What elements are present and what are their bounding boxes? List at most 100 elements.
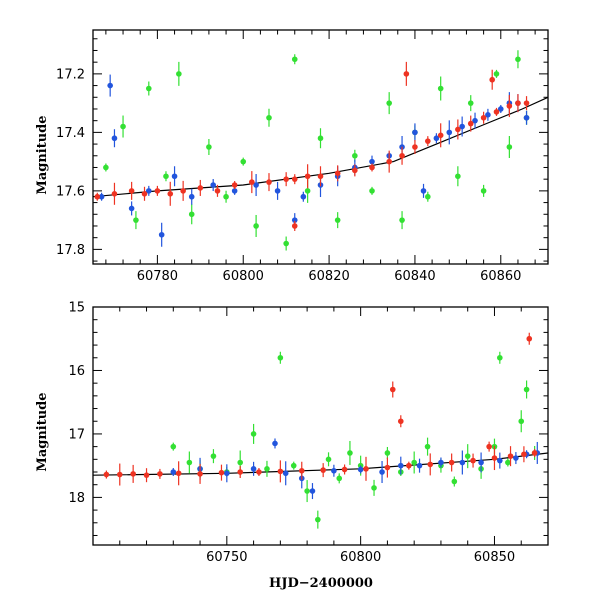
green-data-point — [250, 431, 257, 437]
red-data-point — [455, 126, 461, 133]
x-tick-label: 60860 — [480, 269, 521, 284]
green-data-point — [264, 466, 270, 472]
blue-data-point — [420, 188, 427, 194]
red-data-point — [266, 179, 272, 185]
red-data-point — [157, 471, 163, 477]
red-data-point — [304, 173, 311, 180]
green-data-point — [371, 485, 377, 491]
green-data-point — [283, 240, 289, 247]
red-data-point — [218, 469, 225, 476]
y-tick-label: 17.8 — [56, 243, 85, 258]
green-data-point — [291, 56, 298, 63]
blue-data-point — [253, 182, 259, 188]
green-data-point — [277, 354, 284, 361]
red-data-point — [399, 152, 405, 159]
green-data-point — [518, 418, 525, 425]
red-data-point — [298, 467, 305, 474]
green-data-point — [325, 456, 332, 463]
blue-data-point — [272, 440, 278, 447]
blue-data-point — [98, 193, 105, 200]
y-tick-label: 17.6 — [56, 184, 85, 199]
red-data-point — [386, 158, 392, 165]
green-data-point — [497, 354, 503, 361]
blue-data-point — [513, 455, 519, 461]
bottom-panel-y-axis-title: Magnitude — [35, 392, 50, 471]
blue-data-point — [107, 82, 113, 89]
green-data-point — [133, 217, 139, 223]
green-data-point — [352, 152, 358, 159]
red-data-point — [486, 443, 492, 450]
red-data-point — [180, 188, 186, 194]
red-data-point — [467, 120, 474, 127]
x-tick-label: 60800 — [340, 550, 381, 565]
red-data-point — [237, 469, 244, 475]
green-data-point — [170, 443, 177, 450]
red-data-point — [128, 188, 135, 194]
green-data-point — [369, 188, 375, 194]
red-data-point — [291, 223, 298, 229]
red-data-point — [283, 176, 289, 182]
blue-data-point — [478, 459, 484, 466]
y-tick-label: 17.2 — [56, 67, 85, 82]
red-data-point — [531, 450, 538, 456]
red-data-point — [389, 386, 396, 393]
red-data-point — [521, 451, 527, 458]
green-data-point — [240, 158, 247, 165]
model-curve — [93, 96, 548, 198]
blue-data-point — [188, 193, 195, 200]
x-tick-label: 60780 — [137, 269, 178, 284]
red-data-point — [320, 467, 326, 473]
green-data-point — [451, 478, 458, 485]
bottom-panel-marks — [92, 306, 549, 546]
red-data-point — [334, 170, 341, 177]
y-tick-label: 17.4 — [56, 126, 85, 141]
y-tick-label: 18 — [68, 491, 85, 506]
red-data-point — [397, 418, 404, 425]
top-panel-y-axis-title: Magnitude — [35, 115, 50, 194]
blue-data-point — [523, 114, 530, 121]
x-tick-label: 60840 — [394, 269, 435, 284]
green-series — [170, 351, 538, 529]
red-data-point — [249, 179, 255, 185]
blue-data-point — [300, 193, 307, 200]
red-data-point — [111, 191, 118, 197]
red-data-point — [526, 335, 533, 342]
red-data-point — [506, 103, 513, 109]
blue-data-point — [331, 467, 337, 474]
red-data-point — [116, 471, 123, 478]
blue-data-point — [379, 469, 385, 475]
green-data-point — [336, 475, 343, 482]
blue-data-point — [433, 135, 440, 142]
red-data-point — [437, 132, 444, 139]
green-data-point — [176, 71, 182, 77]
green-data-point — [304, 488, 310, 494]
red-data-point — [141, 191, 148, 197]
blue-data-point — [459, 123, 465, 130]
y-tick-label: 16 — [68, 364, 85, 379]
plot-area — [93, 50, 548, 251]
green-data-point — [411, 459, 417, 466]
green-data-point — [455, 173, 461, 180]
green-data-point — [347, 450, 353, 456]
red-data-point — [470, 457, 476, 464]
bottom-panel-x-axis-title: HJD−2400000 — [269, 576, 373, 591]
y-tick-label: 15 — [68, 301, 85, 316]
blue-data-point — [416, 462, 423, 469]
blue-data-point — [128, 205, 135, 212]
green-data-point — [206, 144, 212, 150]
red-data-point — [480, 114, 487, 121]
green-data-point — [304, 188, 311, 194]
blue-data-point — [397, 462, 404, 469]
red-data-point — [369, 164, 375, 171]
red-data-point — [491, 455, 498, 461]
red-data-point — [406, 462, 412, 469]
top-panel-marks — [92, 29, 549, 265]
blue-data-point — [472, 117, 478, 124]
red-data-point — [384, 464, 391, 471]
green-data-point — [467, 100, 474, 106]
red-data-point — [493, 109, 500, 115]
green-data-point — [506, 144, 513, 150]
top-panel: 60780 60800 60820 60840 60860 17.2 17.4 17.6 17.… — [35, 29, 549, 284]
green-data-point — [399, 217, 405, 223]
